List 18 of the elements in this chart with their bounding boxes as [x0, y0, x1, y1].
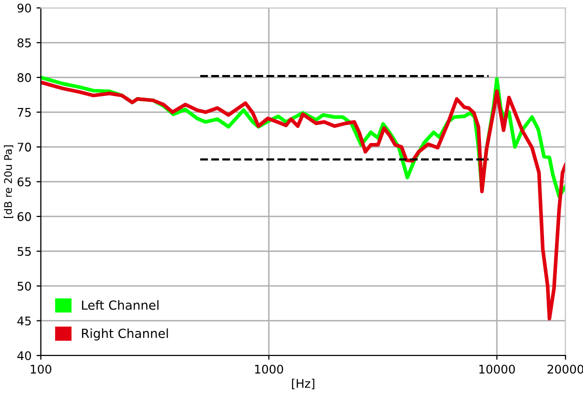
y-tick-label: 90: [18, 4, 31, 13]
y-tick-label: 60: [18, 212, 31, 222]
legend-label: Left Channel: [82, 300, 158, 310]
x-tick-label: 10000: [479, 364, 515, 374]
y-tick-label: 40: [17, 351, 31, 360]
x-axis-title: [Hz]: [292, 378, 314, 390]
y-tick-label: 50: [18, 282, 31, 291]
y-tick-label: 45: [17, 316, 31, 326]
y-tick-label: 75: [18, 108, 31, 117]
y-tick-label: 65: [18, 177, 31, 186]
y-axis-title: [dB re 20u Pa]: [4, 145, 14, 218]
y-tick-label: 80: [18, 73, 31, 82]
x-tick-label: 1000: [255, 364, 284, 374]
x-tick-label: 100: [30, 364, 52, 374]
y-tick-label: 70: [18, 142, 31, 152]
y-tick-label: 55: [18, 247, 31, 256]
y-tick-label: 85: [18, 38, 31, 48]
legend-label: Right Channel: [82, 328, 168, 340]
